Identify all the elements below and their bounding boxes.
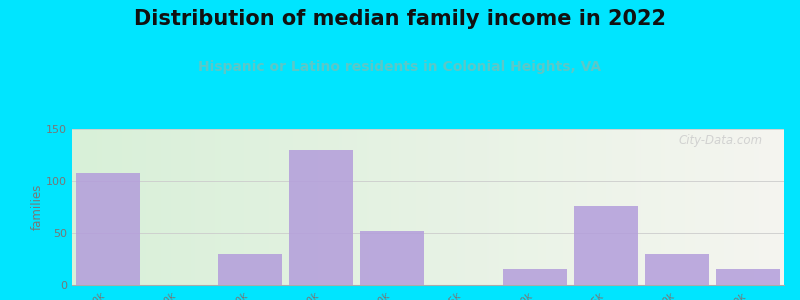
Bar [645,254,710,285]
Bar [218,254,282,285]
Bar [75,173,140,285]
Bar [716,269,781,285]
Y-axis label: families: families [30,184,43,230]
Text: City-Data.com: City-Data.com [678,134,762,147]
Text: Hispanic or Latino residents in Colonial Heights, VA: Hispanic or Latino residents in Colonial… [198,60,602,74]
Bar [574,206,638,285]
Bar [360,231,425,285]
Text: Distribution of median family income in 2022: Distribution of median family income in … [134,9,666,29]
Bar [289,150,354,285]
Bar [502,269,567,285]
